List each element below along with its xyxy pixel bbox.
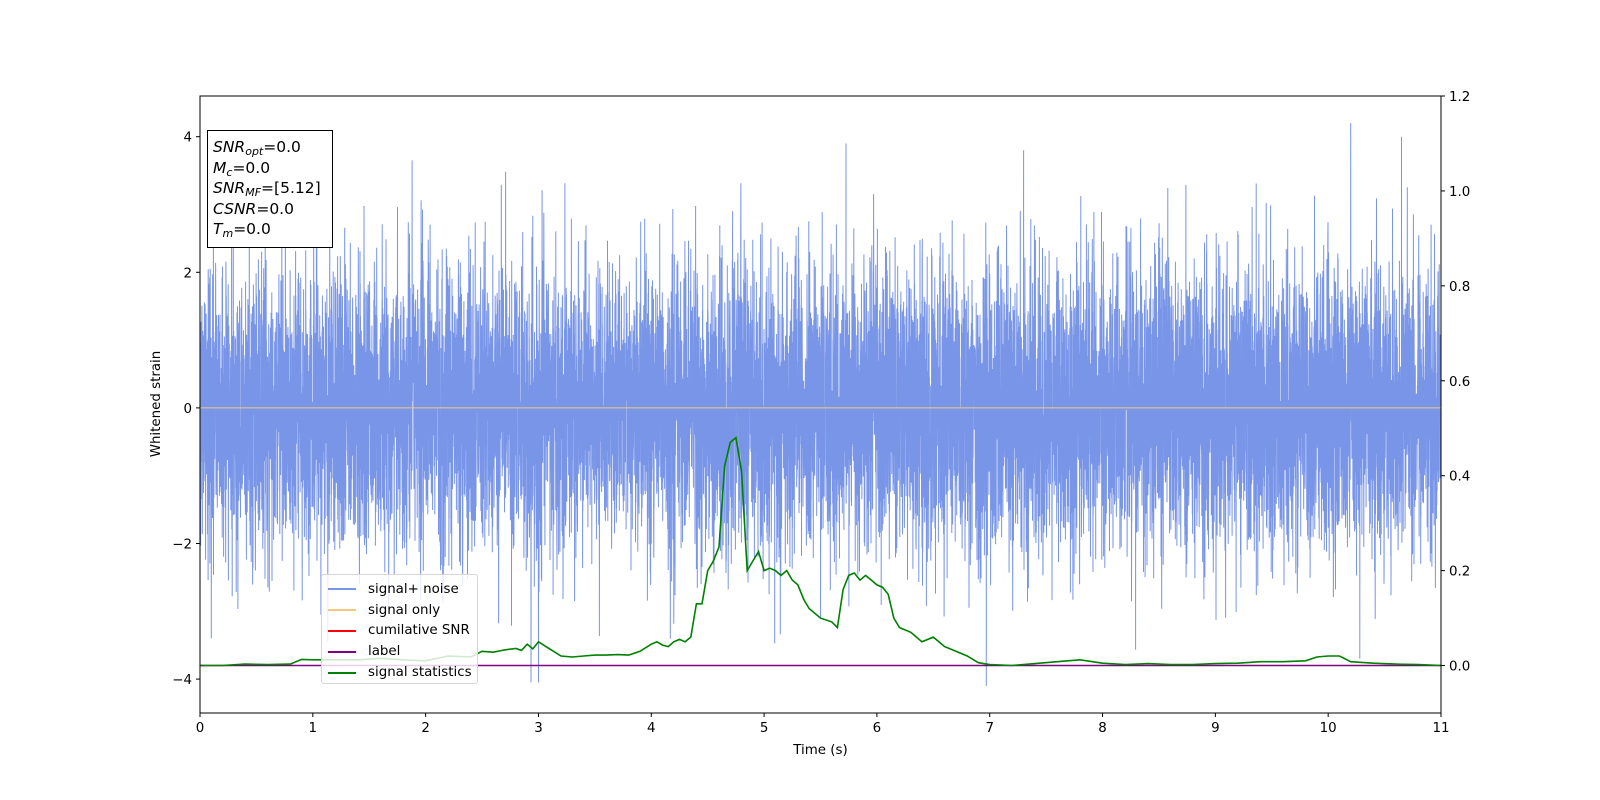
legend-label: signal statistics xyxy=(368,665,472,681)
legend-label: signal only xyxy=(368,602,441,618)
y-axis-label: Whitened strain xyxy=(149,351,164,458)
x-tick-label: 6 xyxy=(873,721,882,736)
y2-tick-label: 0.2 xyxy=(1449,565,1470,580)
signal-noise-series xyxy=(199,123,1442,686)
y-tick-label: −2 xyxy=(172,537,192,552)
mc-line: Mc=0.0 xyxy=(213,158,271,179)
legend-swatch xyxy=(328,629,356,632)
x-tick-label: 11 xyxy=(1432,721,1449,736)
x-tick-label: 7 xyxy=(985,721,994,736)
y2-tick-label: 1.2 xyxy=(1449,90,1470,105)
y2-tick-label: 0.8 xyxy=(1449,280,1470,295)
x-tick-label: 9 xyxy=(1211,721,1220,736)
x-tick-label: 4 xyxy=(647,721,656,736)
x-tick-label: 0 xyxy=(196,721,205,736)
signal-statistics-line xyxy=(200,436,1442,667)
legend-swatch xyxy=(328,671,356,674)
plot-frame xyxy=(199,95,1442,714)
legend-swatch xyxy=(328,588,356,591)
legend-label: signal+ noise xyxy=(368,581,459,597)
y-tick-label: 2 xyxy=(183,266,192,281)
y2-tick-label: 0.4 xyxy=(1449,470,1470,485)
y-tick-label: 4 xyxy=(183,131,192,146)
x-tick-label: 5 xyxy=(760,721,769,736)
x-tick-label: 1 xyxy=(309,721,318,736)
y2-tick-label: 0.6 xyxy=(1449,375,1470,390)
legend: signal+ noise signal only cumilative SNR… xyxy=(321,574,478,684)
y-tick-label: −4 xyxy=(172,673,192,688)
x-tick-label: 2 xyxy=(421,721,430,736)
legend-item-label: label xyxy=(328,641,477,662)
legend-item-cumulative-snr: cumilative SNR xyxy=(328,621,477,642)
snr-opt-line: SNRopt=0.0 xyxy=(213,138,301,158)
y2-tick-label: 0.0 xyxy=(1449,660,1470,675)
y-tick-label: 0 xyxy=(183,402,192,417)
signal-noise-line xyxy=(199,123,1442,686)
y2-tick-label: 1.0 xyxy=(1449,185,1470,200)
legend-swatch xyxy=(328,609,356,612)
x-tick-label: 10 xyxy=(1320,721,1337,736)
x-tick-label: 8 xyxy=(1098,721,1107,736)
x-axis-label: Time (s) xyxy=(792,743,847,758)
snr-mf-line: SNRMF=[5.12] xyxy=(213,179,321,199)
parameter-info-box: SNRopt=0.0 Mc=0.0 SNRMF=[5.12] CSNR=0.0 … xyxy=(207,130,333,248)
csnr-line: CSNR=0.0 xyxy=(213,199,294,218)
axes-group: 0 1 2 3 4 5 6 7 8 9 10 11 4 2 0 −2 −4 0.0 0.2 0.4 0.6 0.8 1.0 1… xyxy=(172,90,1470,736)
legend-swatch xyxy=(328,650,356,653)
x-tick-label: 3 xyxy=(534,721,543,736)
tm-line: Tm=0.0 xyxy=(213,220,271,240)
legend-item-signal-statistics: signal statistics xyxy=(328,662,477,683)
legend-label: cumilative SNR xyxy=(368,623,470,639)
legend-item-signal-noise: signal+ noise xyxy=(328,579,477,600)
legend-label: label xyxy=(368,644,401,660)
legend-item-signal-only: signal only xyxy=(328,600,477,621)
